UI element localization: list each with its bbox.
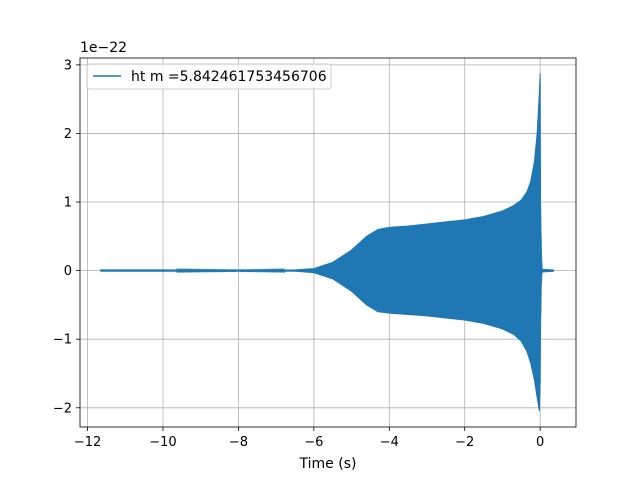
x-axis-label: Time (s) <box>299 456 357 472</box>
x-tick-label: −2 <box>455 435 474 450</box>
y-tick-label: 3 <box>64 58 72 73</box>
y-tick-label: −2 <box>53 401 72 416</box>
legend-label: ht m =5.842461753456706 <box>131 69 327 85</box>
legend-box <box>86 63 332 90</box>
plot-area <box>100 73 554 412</box>
series-line <box>100 82 554 410</box>
x-tick-label: −4 <box>380 435 399 450</box>
y-tick-label: 1 <box>64 196 72 211</box>
y-tick-label: 0 <box>64 264 72 279</box>
legend: ht m =5.842461753456706 <box>86 63 332 90</box>
x-tick-label: 0 <box>536 435 544 450</box>
x-tick-label: −10 <box>149 435 176 450</box>
y-tick-label: −1 <box>53 333 72 348</box>
x-tick-label: −6 <box>304 435 323 450</box>
x-tick-label: −8 <box>229 435 248 450</box>
y-offset-label: 1e−22 <box>80 40 127 56</box>
x-tick-label: −12 <box>74 435 101 450</box>
axes-frame <box>79 57 577 428</box>
y-tick-label: 2 <box>64 127 72 142</box>
